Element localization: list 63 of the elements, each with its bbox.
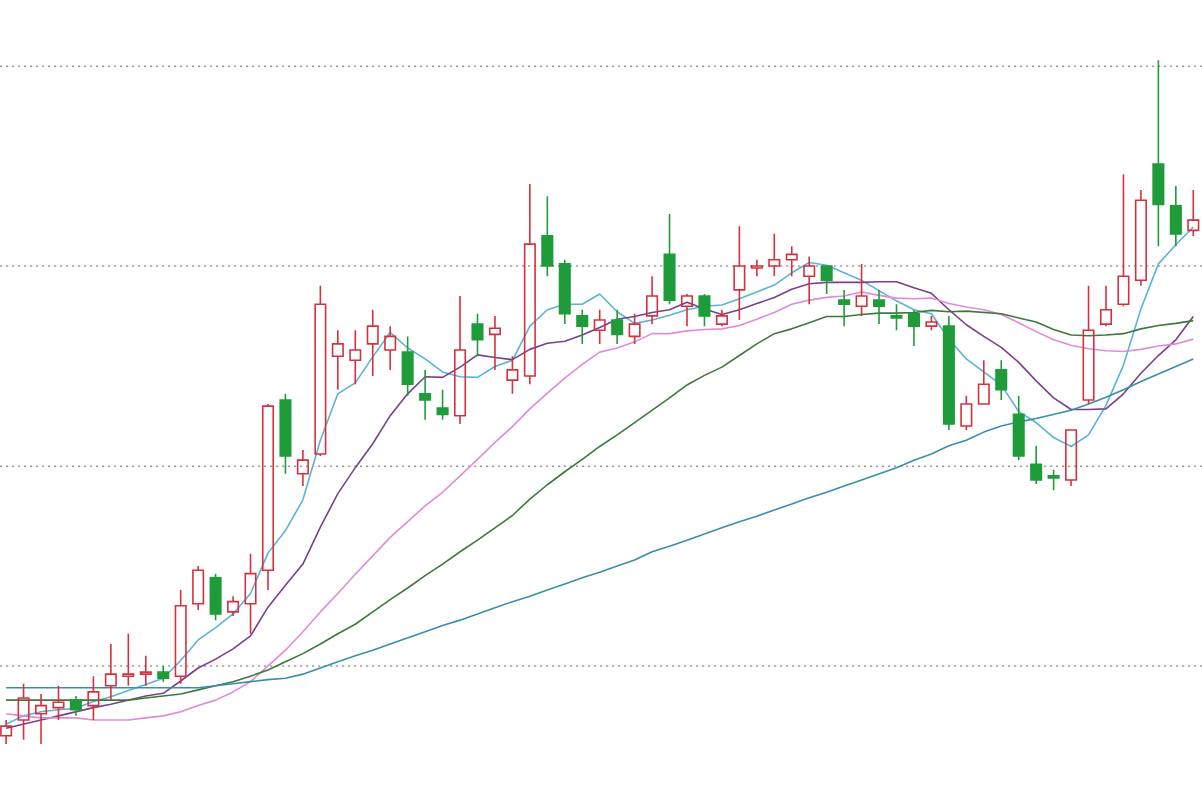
candlestick: [34, 693, 48, 745]
candlestick: [227, 595, 240, 617]
candlestick: [611, 308, 624, 345]
candlestick: [750, 259, 763, 278]
candlestick: [1134, 189, 1147, 287]
candlestick: [436, 388, 449, 421]
candlestick: [1030, 444, 1043, 485]
candlestick: [873, 289, 886, 325]
candlestick: [890, 303, 903, 332]
candlestick: [384, 325, 397, 371]
candlestick: [69, 695, 82, 717]
candlestick: [506, 355, 519, 395]
candlestick: [471, 313, 484, 358]
candlestick: [785, 245, 798, 278]
candlestick: [541, 195, 554, 278]
candlestick: [715, 308, 728, 327]
candlestick: [349, 329, 362, 386]
candlestick: [680, 293, 694, 327]
candlestick: [331, 329, 344, 391]
candlestick: [907, 308, 920, 347]
candlestick: [646, 275, 659, 325]
candlestick: [1065, 429, 1078, 487]
candlestick: [174, 589, 187, 685]
candlestick: [419, 369, 432, 421]
candlestick: [454, 295, 467, 425]
candlestick: [1187, 189, 1200, 237]
candlestick: [1082, 284, 1095, 405]
candlestick: [1152, 59, 1165, 247]
candlestick: [122, 633, 135, 687]
candlestick: [296, 449, 309, 487]
candlestick: [0, 719, 13, 745]
candlestick: [576, 308, 589, 345]
candlestick: [942, 315, 955, 431]
candlestick: [314, 284, 327, 457]
candlestick: [488, 315, 501, 371]
candlestick: [104, 643, 117, 701]
candlestick: [1169, 185, 1182, 247]
candlestick: [52, 684, 65, 721]
candlestick: [663, 213, 676, 306]
candlestick: [995, 359, 1008, 401]
candlestick: [192, 565, 205, 611]
candlestick: [261, 403, 275, 591]
candlestick: [977, 359, 990, 405]
candlestick: [17, 682, 30, 741]
candlestick: [558, 259, 571, 325]
candlestick: [838, 289, 851, 327]
candlestick: [1047, 468, 1060, 492]
candlestick: [733, 225, 746, 321]
candlestick: [523, 183, 536, 386]
candlestick: [803, 255, 816, 306]
candlestick: [87, 675, 100, 721]
candlestick: [401, 335, 414, 397]
candlestick: [366, 308, 379, 377]
candlestick: [1099, 284, 1113, 327]
candlestick: [157, 665, 170, 683]
candlestick: [1012, 395, 1025, 461]
candlestick: [768, 233, 781, 278]
candlestick: [1117, 173, 1130, 308]
candlestick: [279, 393, 292, 475]
candlestick: [139, 654, 152, 687]
candlestick: [855, 263, 868, 317]
candlestick: [244, 553, 257, 635]
candlestick: [593, 308, 606, 345]
